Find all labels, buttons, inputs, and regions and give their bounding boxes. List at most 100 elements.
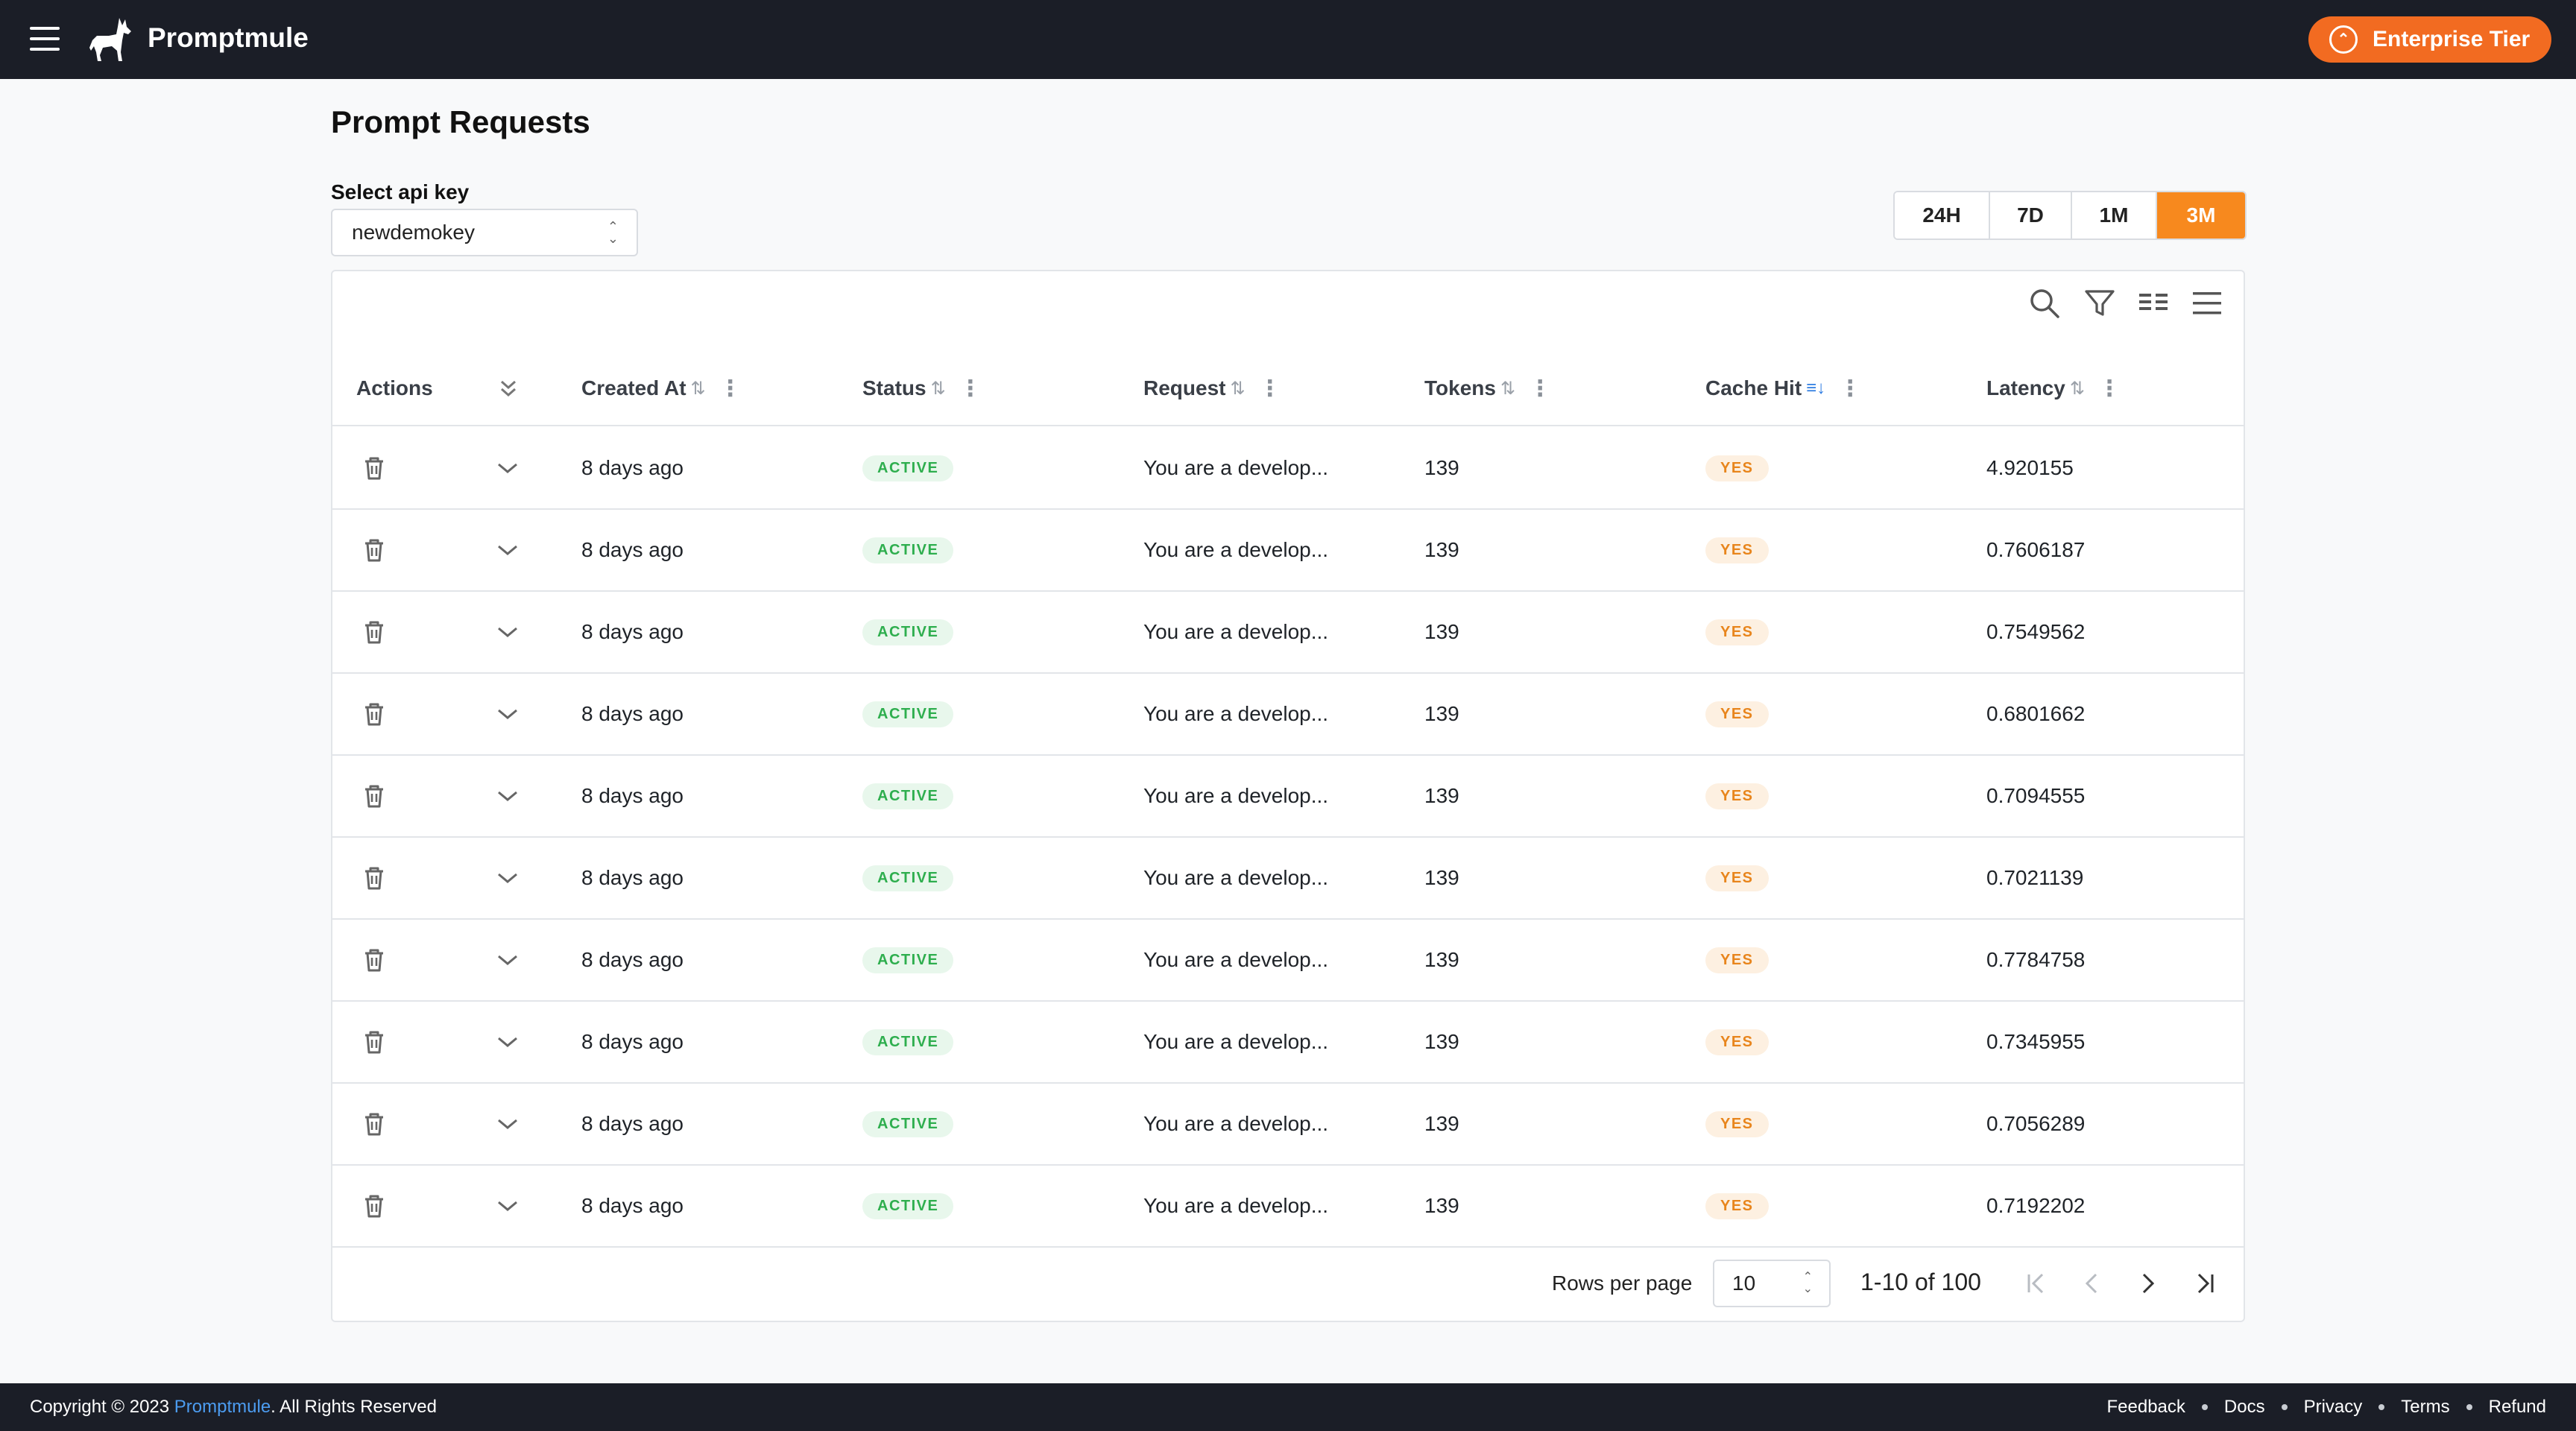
sort-icon[interactable]: ⇅ — [930, 378, 946, 399]
status-badge: ACTIVE — [862, 865, 954, 891]
delete-icon[interactable] — [359, 756, 389, 836]
created-at-cell: 8 days ago — [581, 1194, 684, 1217]
delete-icon[interactable] — [359, 838, 389, 918]
column-label: Request — [1143, 376, 1226, 399]
api-key-select[interactable]: newdemokey ⌃ ⌄ — [331, 209, 638, 256]
filter-icon[interactable] — [2083, 286, 2117, 320]
column-menu-icon[interactable]: ⋮ — [1839, 376, 1862, 401]
range-7d-button[interactable]: 7D — [1990, 192, 2072, 238]
delete-icon[interactable] — [359, 674, 389, 754]
delete-icon[interactable] — [359, 510, 389, 590]
separator-dot — [2466, 1404, 2472, 1410]
delete-icon[interactable] — [359, 1166, 389, 1246]
table-row[interactable]: 8 days ago ACTIVE You are a develop... 139 Y… — [332, 1002, 2244, 1084]
request-cell: You are a develop... — [1143, 456, 1329, 479]
cache-hit-badge: YES — [1705, 947, 1769, 973]
separator-dot — [2281, 1404, 2288, 1410]
range-1m-button[interactable]: 1M — [2072, 192, 2157, 238]
chevron-down-icon[interactable] — [495, 1166, 520, 1246]
table-row[interactable]: 8 days ago ACTIVE You are a develop... 139 Y… — [332, 510, 2244, 592]
footer-link-terms[interactable]: Terms — [2401, 1397, 2450, 1417]
table-row[interactable]: 8 days ago ACTIVE You are a develop... 139 Y… — [332, 756, 2244, 838]
sort-desc-icon[interactable]: ≡↓ — [1806, 378, 1826, 398]
api-key-value: newdemokey — [352, 221, 475, 244]
density-icon[interactable] — [2190, 286, 2224, 320]
delete-icon[interactable] — [359, 1084, 389, 1164]
column-header-created-at[interactable]: Created At ⇅ ⋮ — [581, 350, 742, 426]
column-label: Latency — [1986, 376, 2065, 399]
table-row[interactable]: 8 days ago ACTIVE You are a develop... 139 Y… — [332, 674, 2244, 756]
delete-icon[interactable] — [359, 428, 389, 508]
table-row[interactable]: 8 days ago ACTIVE You are a develop... 139 Y… — [332, 428, 2244, 510]
brand-name[interactable]: Promptmule — [148, 22, 309, 53]
range-24h-button[interactable]: 24H — [1895, 192, 1990, 238]
sort-icon[interactable]: ⇅ — [2069, 378, 2085, 399]
column-header-actions: Actions — [356, 350, 433, 426]
footer-link-feedback[interactable]: Feedback — [2106, 1397, 2185, 1417]
table-row[interactable]: 8 days ago ACTIVE You are a develop... 139 Y… — [332, 838, 2244, 920]
column-header-tokens[interactable]: Tokens ⇅ ⋮ — [1424, 350, 1551, 426]
column-menu-icon[interactable]: ⋮ — [1529, 376, 1552, 401]
sort-icon[interactable]: ⇅ — [1230, 378, 1246, 399]
status-cell: ACTIVE — [862, 1166, 954, 1246]
created-at-cell: 8 days ago — [581, 784, 684, 807]
cache-hit-cell: YES — [1705, 838, 1769, 918]
chevron-down-icon[interactable] — [495, 674, 520, 754]
first-page-icon[interactable] — [2020, 1267, 2053, 1300]
sort-icon[interactable]: ⇅ — [1500, 378, 1516, 399]
sort-icon[interactable]: ⇅ — [690, 378, 706, 399]
column-header-request[interactable]: Request ⇅ ⋮ — [1143, 350, 1281, 426]
chevron-down-icon[interactable] — [495, 592, 520, 672]
status-badge: ACTIVE — [862, 455, 954, 481]
chevron-down-icon[interactable] — [495, 1002, 520, 1082]
tokens-cell: 139 — [1424, 784, 1459, 807]
chevron-down-icon[interactable] — [495, 920, 520, 1000]
delete-icon[interactable] — [359, 920, 389, 1000]
chevron-down-icon[interactable] — [495, 1084, 520, 1164]
column-menu-icon[interactable]: ⋮ — [2097, 376, 2121, 401]
table-row[interactable]: 8 days ago ACTIVE You are a develop... 139 Y… — [332, 920, 2244, 1002]
tokens-cell: 139 — [1424, 456, 1459, 479]
chevron-down-icon[interactable] — [495, 756, 520, 836]
column-header-cache-hit[interactable]: Cache Hit ≡↓ ⋮ — [1705, 350, 1861, 426]
created-at-cell: 8 days ago — [581, 1112, 684, 1135]
delete-icon[interactable] — [359, 592, 389, 672]
status-badge: ACTIVE — [862, 1111, 954, 1137]
column-menu-icon[interactable]: ⋮ — [1258, 376, 1281, 401]
cache-hit-cell: YES — [1705, 1084, 1769, 1164]
enterprise-tier-button[interactable]: ⌃ Enterprise Tier — [2308, 16, 2551, 63]
next-page-icon[interactable] — [2132, 1267, 2165, 1300]
footer-link-refund[interactable]: Refund — [2488, 1397, 2546, 1417]
created-at-cell: 8 days ago — [581, 948, 684, 971]
last-page-icon[interactable] — [2188, 1267, 2221, 1300]
created-at-cell: 8 days ago — [581, 866, 684, 889]
copyright-suffix: . All Rights Reserved — [271, 1397, 437, 1417]
footer-link-privacy[interactable]: Privacy — [2303, 1397, 2363, 1417]
menu-icon[interactable] — [30, 27, 60, 51]
cache-hit-cell: YES — [1705, 428, 1769, 508]
column-header-status[interactable]: Status ⇅ ⋮ — [862, 350, 982, 426]
delete-icon[interactable] — [359, 1002, 389, 1082]
table-row[interactable]: 8 days ago ACTIVE You are a develop... 139 Y… — [332, 1084, 2244, 1166]
latency-cell: 4.920155 — [1986, 456, 2074, 479]
column-menu-icon[interactable]: ⋮ — [959, 376, 982, 401]
column-menu-icon[interactable]: ⋮ — [719, 376, 742, 401]
chevron-down-icon[interactable] — [495, 510, 520, 590]
request-cell: You are a develop... — [1143, 620, 1329, 643]
cache-hit-cell: YES — [1705, 674, 1769, 754]
expand-all-icon[interactable] — [498, 377, 519, 401]
cache-hit-cell: YES — [1705, 592, 1769, 672]
column-header-latency[interactable]: Latency ⇅ ⋮ — [1986, 350, 2121, 426]
cache-hit-badge: YES — [1705, 619, 1769, 645]
copyright-link[interactable]: Promptmule — [174, 1397, 271, 1417]
chevron-down-icon[interactable] — [495, 838, 520, 918]
chevron-down-icon[interactable] — [495, 428, 520, 508]
previous-page-icon[interactable] — [2075, 1267, 2108, 1300]
range-3m-button[interactable]: 3M — [2157, 192, 2245, 238]
columns-icon[interactable] — [2136, 286, 2171, 320]
search-icon[interactable] — [2027, 286, 2062, 320]
table-row[interactable]: 8 days ago ACTIVE You are a develop... 139 Y… — [332, 1166, 2244, 1248]
rows-per-page-select[interactable]: 10 ⌃ ⌄ — [1713, 1260, 1831, 1307]
footer-link-docs[interactable]: Docs — [2223, 1397, 2265, 1417]
table-row[interactable]: 8 days ago ACTIVE You are a develop... 139 Y… — [332, 592, 2244, 674]
